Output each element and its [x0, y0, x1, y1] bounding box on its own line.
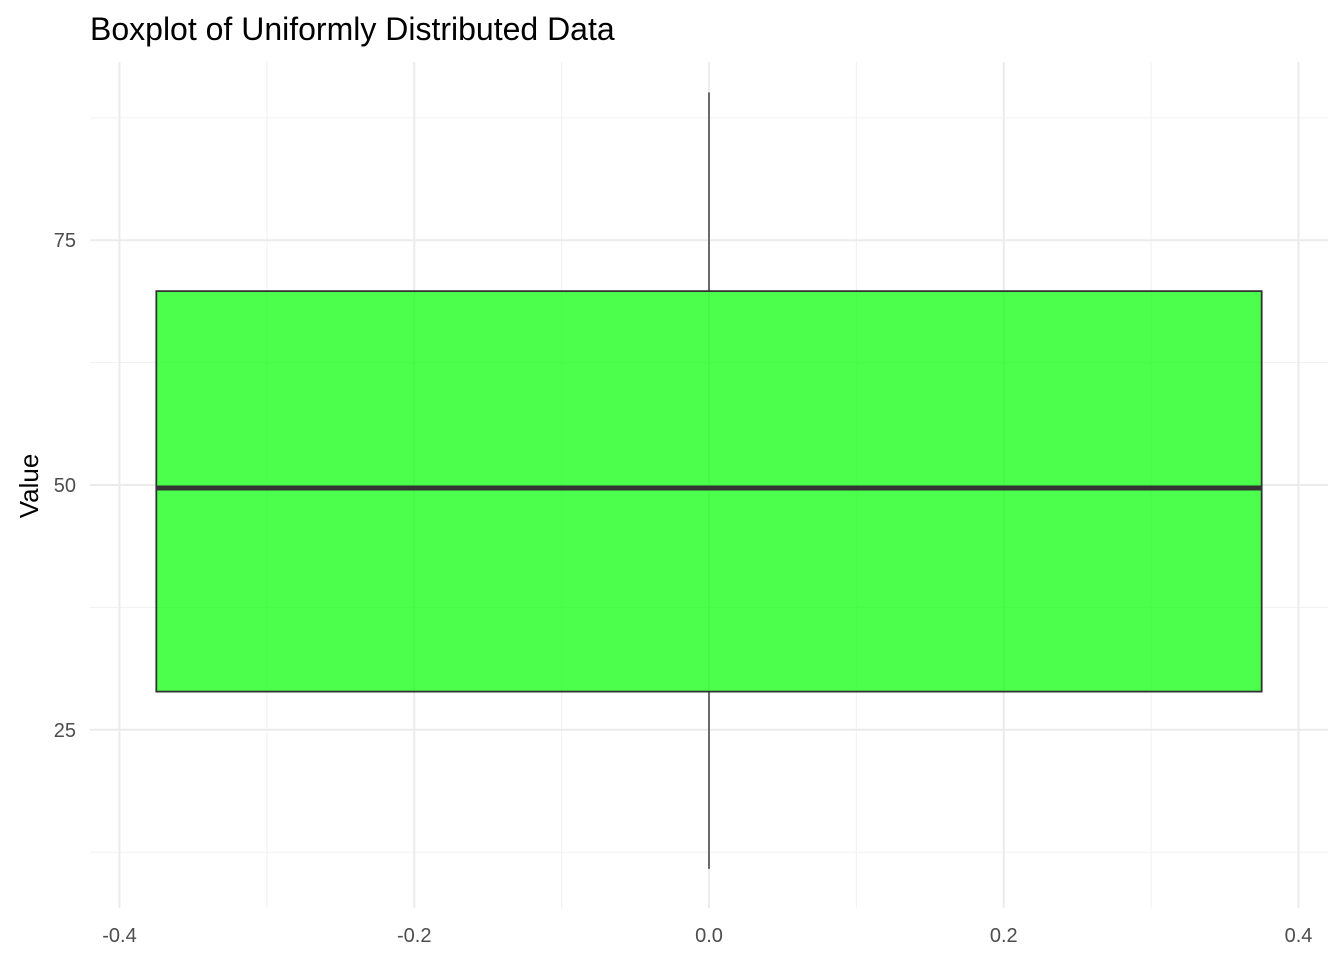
x-tick-label: -0.2 [397, 925, 431, 947]
y-tick-label: 25 [54, 720, 76, 742]
box-iqr [155, 290, 1263, 693]
y-tick-label: 75 [54, 230, 76, 252]
chart-title: Boxplot of Uniformly Distributed Data [90, 11, 615, 47]
y-tick-label: 50 [54, 475, 76, 497]
y-axis-label: Value [14, 454, 44, 519]
x-tick-label: 0.0 [695, 925, 723, 947]
axes: -0.4 -0.2 0.0 0.2 0.4 25 50 75 [54, 230, 1313, 947]
x-tick-label: -0.4 [102, 925, 136, 947]
x-tick-label: 0.4 [1285, 925, 1313, 947]
x-tick-label: 0.2 [990, 925, 1018, 947]
boxplot [155, 92, 1263, 869]
